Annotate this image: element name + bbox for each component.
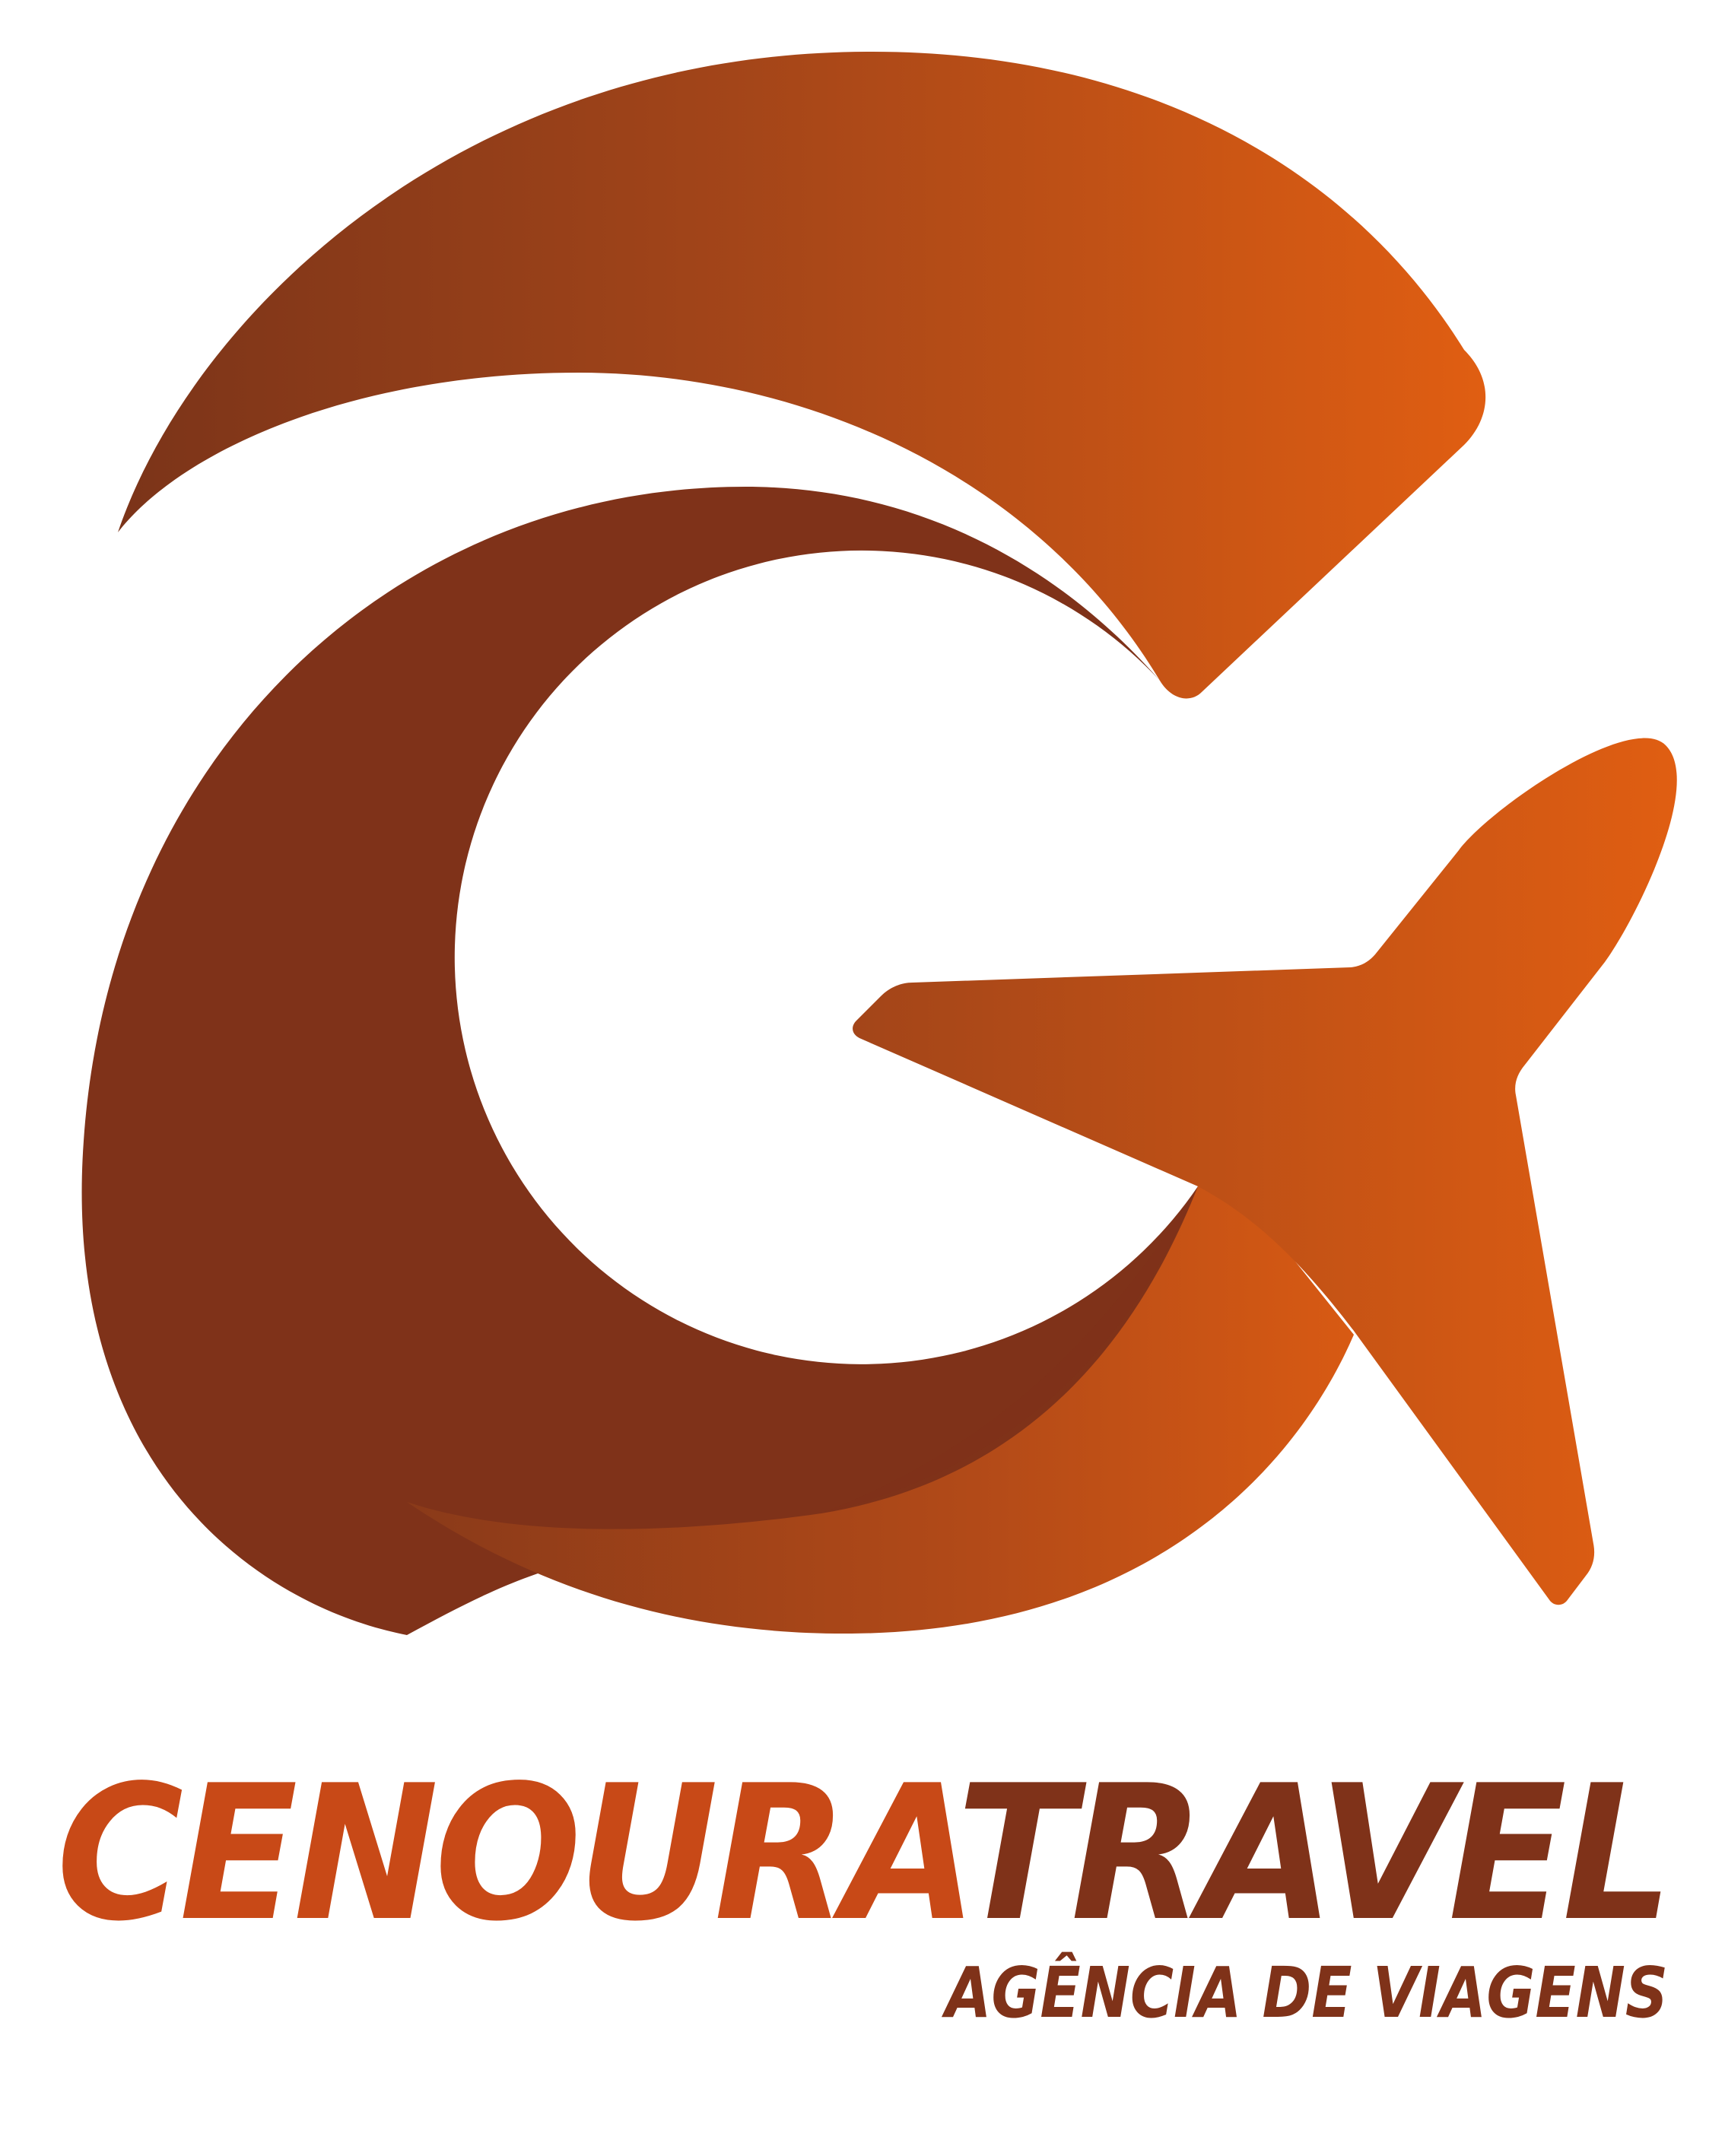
brand-tagline: AGÊNCIA DE VIAGENS — [942, 1951, 1668, 2034]
svg-text:CENOURATRAVEL: CENOURATRAVEL — [56, 1745, 1669, 1962]
wordmark: CENOURATRAVEL AGÊNCIA DE VIAGENS — [56, 1745, 1673, 2034]
airplane-shape — [853, 738, 1677, 1605]
g-body-shape — [81, 487, 1198, 1635]
g-airplane-logo-icon — [81, 51, 1677, 1635]
brand-name-part-2: TRAVEL — [957, 1745, 1669, 1962]
g-bottom-curve-shape — [407, 1186, 1354, 1634]
brand-name-part-1: CENOURA — [56, 1745, 964, 1962]
g-top-arc-shape — [118, 51, 1486, 699]
